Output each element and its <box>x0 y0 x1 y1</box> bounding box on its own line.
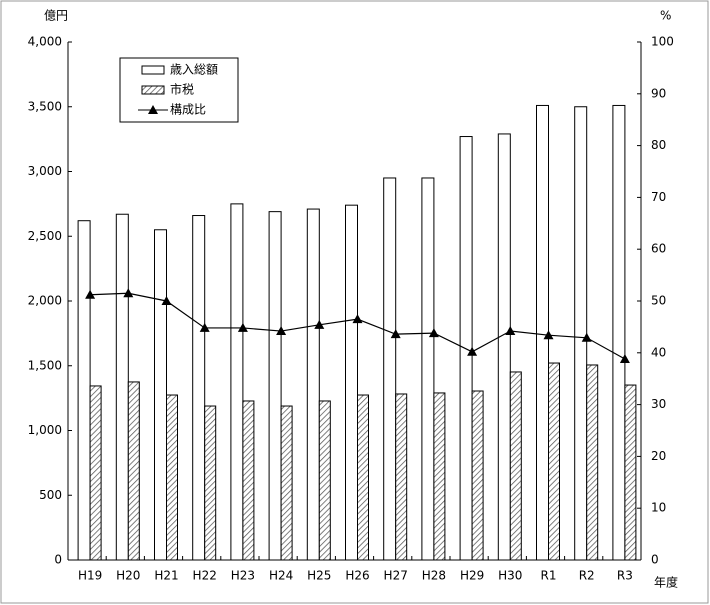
legend-box <box>119 57 239 123</box>
line-marker <box>161 296 172 305</box>
bar <box>242 400 255 561</box>
x-tick-label: H30 <box>498 569 522 583</box>
y2-tick-label: 60 <box>651 242 666 256</box>
bar <box>383 177 397 561</box>
y-tick-label: 500 <box>39 488 62 502</box>
x-tick-label: H25 <box>307 569 331 583</box>
line-marker <box>85 289 96 299</box>
y-tick-label: 1,000 <box>28 423 62 437</box>
bar <box>127 381 140 561</box>
line-marker <box>352 314 363 324</box>
bar <box>154 229 167 561</box>
x-tick-label: H23 <box>231 569 255 583</box>
y2-tick-label: 40 <box>651 345 666 359</box>
line-marker <box>276 326 287 336</box>
x-tick-label: H28 <box>422 569 446 583</box>
line-marker <box>428 328 439 338</box>
bar <box>574 106 588 561</box>
x-tick-label: H21 <box>154 569 178 583</box>
line-marker <box>123 288 134 298</box>
y2-tick-label: 20 <box>651 449 666 463</box>
y2-tick-label: 100 <box>651 35 674 49</box>
y-tick-label: 3,500 <box>28 99 62 113</box>
bar <box>204 405 217 561</box>
bar <box>612 104 626 561</box>
y2-tick-label: 70 <box>651 190 666 204</box>
line-marker <box>314 319 325 329</box>
legend-label: 歳入総額 <box>170 63 218 77</box>
bar <box>115 213 129 561</box>
x-tick-label: H26 <box>345 569 369 583</box>
line-marker <box>619 354 630 364</box>
y2-tick-label: 80 <box>651 138 666 152</box>
bar <box>586 364 599 561</box>
bar <box>166 394 178 561</box>
y-tick-label: 3,000 <box>28 164 62 178</box>
bar <box>230 203 244 561</box>
x-tick-label: H24 <box>269 569 293 583</box>
bar <box>89 385 102 561</box>
y2-tick-label: 50 <box>651 294 666 308</box>
bar <box>624 384 637 561</box>
y2-tick-label: 30 <box>651 397 666 411</box>
bar <box>306 208 320 561</box>
line-marker <box>199 322 210 332</box>
bar <box>77 220 91 561</box>
line-marker <box>467 346 478 356</box>
bar <box>536 104 549 561</box>
bar <box>268 211 282 561</box>
x-tick-label: H19 <box>78 569 102 583</box>
bar <box>280 405 293 561</box>
x-tick-label: H20 <box>116 569 140 583</box>
bar <box>192 215 206 561</box>
y-tick-label: 4,000 <box>28 35 62 49</box>
bar <box>548 362 560 561</box>
x-axis-label: 年度 <box>654 575 678 590</box>
bar <box>497 133 511 561</box>
legend-label: 市税 <box>170 82 194 97</box>
line-marker <box>581 332 592 342</box>
x-tick-label: R1 <box>541 569 557 583</box>
y-tick-label: 2,000 <box>28 294 62 308</box>
bar <box>471 390 484 561</box>
y-axis-label: 億円 <box>44 9 68 23</box>
x-tick-label: H27 <box>384 569 408 583</box>
bar <box>509 371 522 561</box>
bar <box>421 177 435 561</box>
line-marker <box>390 329 401 339</box>
bar <box>357 394 369 561</box>
legend-swatch <box>141 65 165 75</box>
x-tick-label: H29 <box>460 569 484 583</box>
legend-swatch <box>141 85 165 95</box>
y2-tick-label: 90 <box>651 86 666 100</box>
x-tick-label: R2 <box>579 569 595 583</box>
bar <box>395 393 408 561</box>
bar <box>345 204 358 561</box>
y2-axis-label: % <box>660 9 671 23</box>
x-tick-label: R3 <box>617 569 633 583</box>
legend-label: 構成比 <box>170 103 206 117</box>
bar <box>433 392 446 561</box>
y-tick-label: 0 <box>54 553 62 567</box>
line-marker <box>237 322 248 332</box>
y-tick-label: 1,500 <box>28 358 62 372</box>
y2-tick-label: 0 <box>651 553 659 567</box>
y-tick-label: 2,500 <box>28 229 62 243</box>
y2-tick-label: 10 <box>651 501 666 515</box>
line-marker <box>505 326 516 336</box>
line-marker <box>543 330 554 340</box>
x-tick-label: H22 <box>193 569 217 583</box>
bar <box>318 400 331 561</box>
legend-marker <box>148 105 158 114</box>
